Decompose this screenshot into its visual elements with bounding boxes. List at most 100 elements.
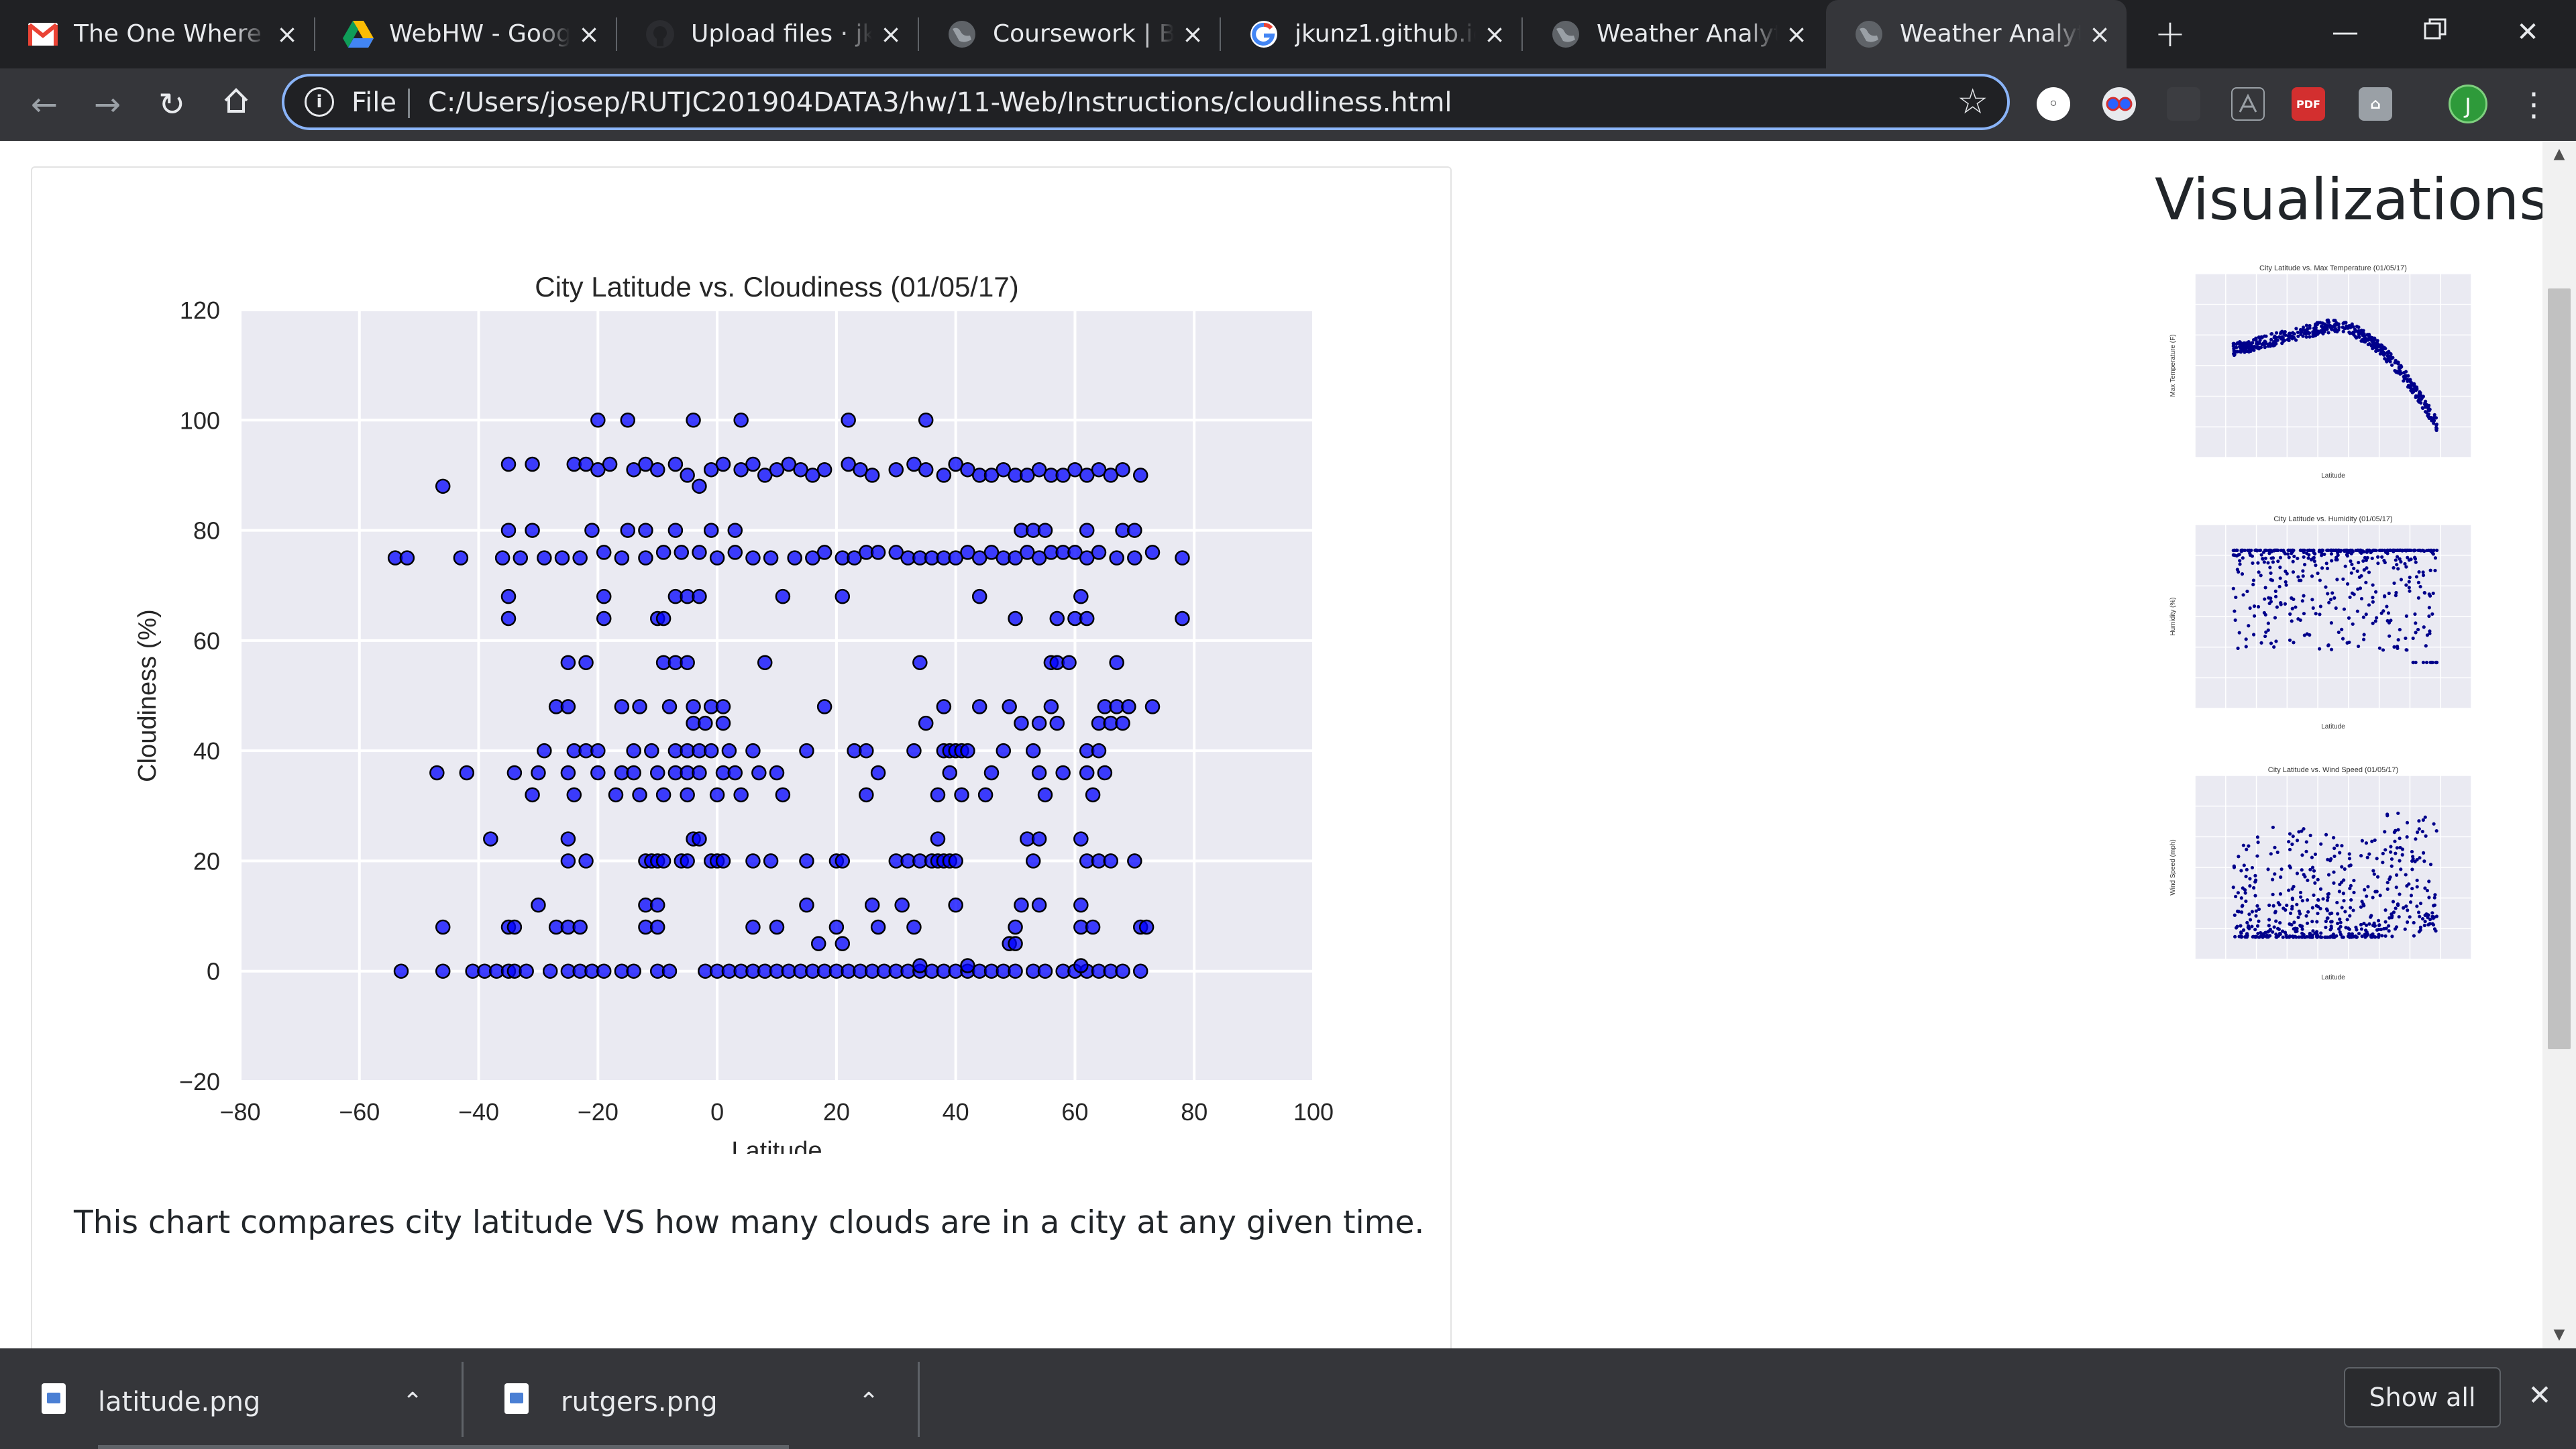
- chevron-up-icon[interactable]: ⌃: [859, 1388, 879, 1415]
- chart-caption: This chart compares city latitude VS how…: [74, 1204, 1425, 1241]
- mini-data-point: [2262, 610, 2266, 615]
- data-point: [1079, 610, 1095, 627]
- thumbnail-max-temperature[interactable]: City Latitude vs. Max Temperature (01/05…: [2161, 262, 2479, 483]
- data-point: [745, 550, 761, 566]
- extension-icon-3[interactable]: [2167, 87, 2200, 121]
- tab-4[interactable]: Coursework | Bo ×: [919, 0, 1221, 68]
- data-point: [930, 831, 946, 847]
- profile-avatar[interactable]: J: [2449, 85, 2487, 123]
- tab-2[interactable]: WebHW - Goog ×: [315, 0, 617, 68]
- mini-data-point: [2357, 560, 2361, 565]
- mini-data-point: [2363, 928, 2368, 932]
- mini-data-point: [2267, 551, 2271, 555]
- data-point: [745, 919, 761, 935]
- mini-data-point: [2364, 558, 2368, 562]
- mini-data-point: [2350, 591, 2355, 595]
- extension-icon-1[interactable]: ◦: [2037, 87, 2070, 121]
- mini-data-point: [2359, 854, 2363, 858]
- mini-data-point: [2239, 346, 2243, 350]
- new-tab-button[interactable]: +: [2154, 12, 2186, 56]
- data-point: [578, 456, 594, 472]
- mini-data-point: [2290, 842, 2294, 847]
- chevron-up-icon[interactable]: ⌃: [402, 1388, 423, 1415]
- tab-close-icon[interactable]: ×: [1484, 19, 1505, 49]
- mini-data-point: [2387, 591, 2391, 596]
- address-bar[interactable]: i File C:/Users/josep/RUTJC201904DATA3/h…: [282, 74, 2010, 130]
- url-text[interactable]: C:/Users/josep/RUTJC201904DATA3/hw/11-We…: [428, 87, 1452, 118]
- mini-data-point: [2362, 633, 2366, 637]
- data-point: [1091, 545, 1107, 560]
- mini-data-point: [2325, 916, 2329, 920]
- data-point: [709, 550, 725, 566]
- tab-close-icon[interactable]: ×: [578, 19, 600, 49]
- info-icon[interactable]: i: [305, 87, 334, 117]
- scrollbar-thumb[interactable]: [2548, 288, 2571, 1049]
- mini-data-point: [2331, 325, 2336, 329]
- mini-data-point: [2434, 422, 2438, 427]
- bookmark-star-icon[interactable]: ☆: [1957, 82, 1988, 122]
- page-scrollbar[interactable]: ▲ ▼: [2542, 141, 2576, 1348]
- mini-data-point: [2292, 554, 2296, 558]
- thumbnail-wind-speed[interactable]: City Latitude vs. Wind Speed (01/05/17) L…: [2161, 763, 2479, 985]
- mini-data-point: [2262, 560, 2266, 564]
- mini-data-point: [2390, 864, 2394, 868]
- mini-data-point: [2341, 577, 2345, 581]
- pdf-icon[interactable]: [2231, 87, 2265, 121]
- scroll-up-arrow-icon[interactable]: ▲: [2553, 146, 2565, 162]
- mini-data-point: [2308, 933, 2312, 937]
- mini-data-point: [2338, 851, 2342, 855]
- mini-data-point: [2390, 356, 2394, 360]
- reload-icon[interactable]: ↻: [158, 86, 186, 123]
- tab-3[interactable]: Upload files · jku ×: [617, 0, 919, 68]
- minimize-button[interactable]: —: [2332, 17, 2359, 48]
- extension-icon-6[interactable]: ⌂: [2359, 87, 2392, 121]
- restore-button[interactable]: [2402, 12, 2469, 52]
- close-window-button[interactable]: ✕: [2516, 17, 2539, 48]
- mini-data-point: [2300, 924, 2304, 928]
- close-download-shelf-icon[interactable]: ✕: [2528, 1379, 2552, 1411]
- tab-close-icon[interactable]: ×: [1182, 19, 1203, 49]
- tab-close-icon[interactable]: ×: [276, 19, 298, 49]
- thumbnail-humidity[interactable]: City Latitude vs. Humidity (01/05/17) Lat…: [2161, 513, 2479, 734]
- scroll-down-arrow-icon[interactable]: ▼: [2553, 1326, 2565, 1343]
- tab-close-icon[interactable]: ×: [1786, 19, 1807, 49]
- data-point: [1037, 963, 1053, 979]
- mini-data-point: [2267, 903, 2271, 908]
- data-point: [793, 462, 808, 478]
- home-icon[interactable]: [216, 85, 256, 125]
- tab-close-icon[interactable]: ×: [2089, 19, 2110, 49]
- mini-data-point: [2408, 576, 2412, 580]
- tab-5[interactable]: jkunz1.github.io ×: [1221, 0, 1523, 68]
- mini-data-point: [2269, 596, 2273, 600]
- menu-icon[interactable]: ⋮: [2518, 86, 2550, 123]
- data-point: [1020, 545, 1035, 560]
- download-item[interactable]: latitude.png ⌃: [0, 1348, 789, 1449]
- mini-data-point: [2247, 844, 2251, 848]
- mini-data-point: [2430, 612, 2434, 616]
- mini-data-point: [2434, 425, 2438, 430]
- tab-1[interactable]: The One Where ×: [0, 0, 315, 68]
- mini-data-point: [2266, 930, 2270, 934]
- mini-data-point: [2336, 912, 2340, 916]
- mini-data-point: [2426, 413, 2430, 418]
- mini-data-point: [2310, 574, 2314, 578]
- mini-data-point: [2418, 902, 2423, 906]
- mini-data-point: [2432, 904, 2436, 908]
- show-all-downloads-button[interactable]: Show all: [2344, 1367, 2501, 1428]
- back-icon[interactable]: ←: [30, 86, 58, 123]
- extension-icon-2[interactable]: [2102, 87, 2136, 121]
- mini-data-point: [2296, 330, 2300, 334]
- forward-icon[interactable]: →: [93, 86, 121, 123]
- mini-data-point: [2406, 555, 2410, 559]
- download-item[interactable]: rutgers.png ⌃: [463, 1348, 919, 1449]
- mini-data-point: [2249, 548, 2253, 552]
- mini-data-point: [2345, 582, 2350, 586]
- pdf-red-icon[interactable]: PDF: [2292, 87, 2325, 121]
- mini-data-point: [2271, 825, 2275, 829]
- tab-7-active[interactable]: Weather Analyti ×: [1826, 0, 2127, 68]
- tab-6[interactable]: Weather Analyti ×: [1523, 0, 1825, 68]
- mini-data-point: [2409, 380, 2413, 384]
- mini-data-point: [2363, 337, 2367, 341]
- data-point: [655, 787, 672, 803]
- tab-close-icon[interactable]: ×: [880, 19, 902, 49]
